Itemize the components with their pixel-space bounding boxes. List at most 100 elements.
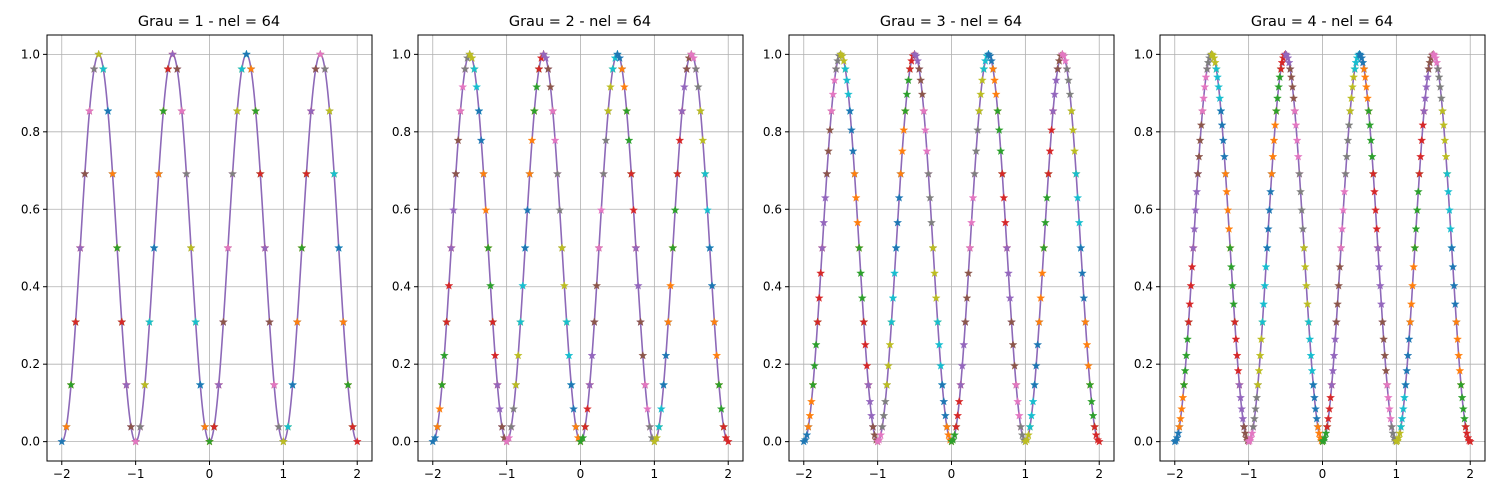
data-point: [709, 317, 719, 326]
data-point: [265, 317, 274, 326]
data-point: [1016, 422, 1026, 431]
data-point: [306, 106, 316, 115]
data-point: [857, 293, 867, 302]
data-point: [1036, 293, 1046, 302]
data-point: [682, 64, 692, 73]
data-point: [825, 125, 835, 134]
data-point: [1250, 414, 1259, 423]
data-point: [816, 268, 826, 278]
data-point: [1213, 72, 1222, 81]
data-point: [860, 340, 870, 349]
data-point: [1008, 340, 1018, 349]
data-point: [999, 193, 1009, 202]
data-point: [1174, 422, 1184, 431]
data-point: [474, 106, 484, 115]
y-tick-label: 0.2: [392, 357, 411, 371]
x-tick-label: −2: [1166, 467, 1184, 481]
data-point: [851, 193, 861, 202]
data-point: [1074, 218, 1084, 227]
data-point: [525, 169, 535, 178]
data-point: [643, 404, 652, 413]
data-point: [1047, 125, 1056, 134]
data-point: [1000, 218, 1010, 227]
data-point: [631, 243, 641, 252]
data-point: [168, 49, 177, 59]
data-point: [1091, 430, 1101, 439]
data-point: [1002, 243, 1012, 252]
chart-title: Grau = 3 - nel = 64: [880, 14, 1022, 30]
data-point: [1045, 146, 1055, 155]
data-point: [1363, 93, 1372, 103]
data-point: [1079, 293, 1089, 302]
y-tick-label: 0.4: [21, 280, 40, 294]
data-point: [1398, 404, 1408, 413]
data-point: [126, 422, 136, 431]
data-point: [98, 64, 108, 73]
data-point: [1394, 433, 1404, 442]
data-point: [1200, 82, 1210, 91]
data-point: [580, 422, 590, 431]
data-point: [1409, 262, 1419, 271]
x-tick-label: 2: [1095, 467, 1103, 481]
x-tick-label: 1: [1393, 467, 1401, 481]
data-point: [925, 193, 935, 202]
subplot-grau-4: Grau = 4 - nel = 64 −2 −1 0 1 2 0.0 0.2 0.4 0.6 0…: [1134, 14, 1486, 481]
data-point: [1375, 281, 1385, 290]
data-point: [1417, 135, 1427, 145]
data-point: [1404, 334, 1414, 344]
x-tick-label: −2: [424, 467, 442, 481]
data-point: [583, 404, 592, 413]
data-point: [880, 396, 890, 406]
data-point: [1457, 393, 1467, 402]
data-point: [656, 404, 666, 413]
data-point: [1082, 340, 1092, 349]
data-point: [914, 64, 924, 73]
data-point: [1231, 334, 1241, 344]
data-point: [1184, 317, 1194, 326]
data-point: [251, 106, 261, 115]
y-tick-label: 0.4: [392, 280, 411, 294]
data-point: [182, 169, 191, 178]
data-point: [974, 106, 984, 115]
y-tick-label: 1.0: [1134, 47, 1153, 61]
data-point: [1230, 317, 1240, 326]
data-point: [1050, 89, 1060, 99]
data-point: [867, 411, 876, 420]
data-point: [1187, 262, 1197, 271]
data-point: [311, 64, 321, 73]
data-point: [840, 64, 850, 73]
data-point: [820, 193, 830, 202]
data-point: [1385, 404, 1394, 413]
data-point: [1310, 393, 1319, 402]
data-point: [890, 268, 899, 278]
data-point: [1451, 317, 1461, 326]
data-point: [808, 380, 818, 389]
data-point: [891, 243, 901, 252]
data-point: [1183, 334, 1192, 344]
data-point: [1418, 120, 1428, 129]
data-point: [1295, 169, 1304, 178]
data-point: [962, 293, 972, 302]
data-point: [712, 350, 722, 360]
data-point: [629, 205, 638, 214]
y-tick-label: 0.0: [21, 435, 40, 449]
data-point: [539, 49, 548, 59]
data-point: [843, 89, 853, 99]
data-point: [985, 51, 995, 60]
data-point: [481, 205, 491, 214]
data-point: [1442, 169, 1452, 178]
data-point: [557, 243, 567, 252]
data-point: [879, 411, 889, 420]
data-point: [1053, 64, 1063, 73]
data-point: [506, 422, 516, 431]
data-point: [1273, 93, 1282, 103]
data-point: [242, 49, 251, 59]
data-point: [117, 317, 127, 326]
data-point: [1176, 414, 1185, 423]
data-point: [315, 49, 325, 59]
y-tick-label: 0.6: [21, 202, 40, 216]
y-tick-label: 0.6: [1134, 202, 1153, 216]
x-tick-label: 0: [1319, 467, 1327, 481]
data-point: [885, 340, 895, 349]
data-point: [483, 243, 493, 252]
